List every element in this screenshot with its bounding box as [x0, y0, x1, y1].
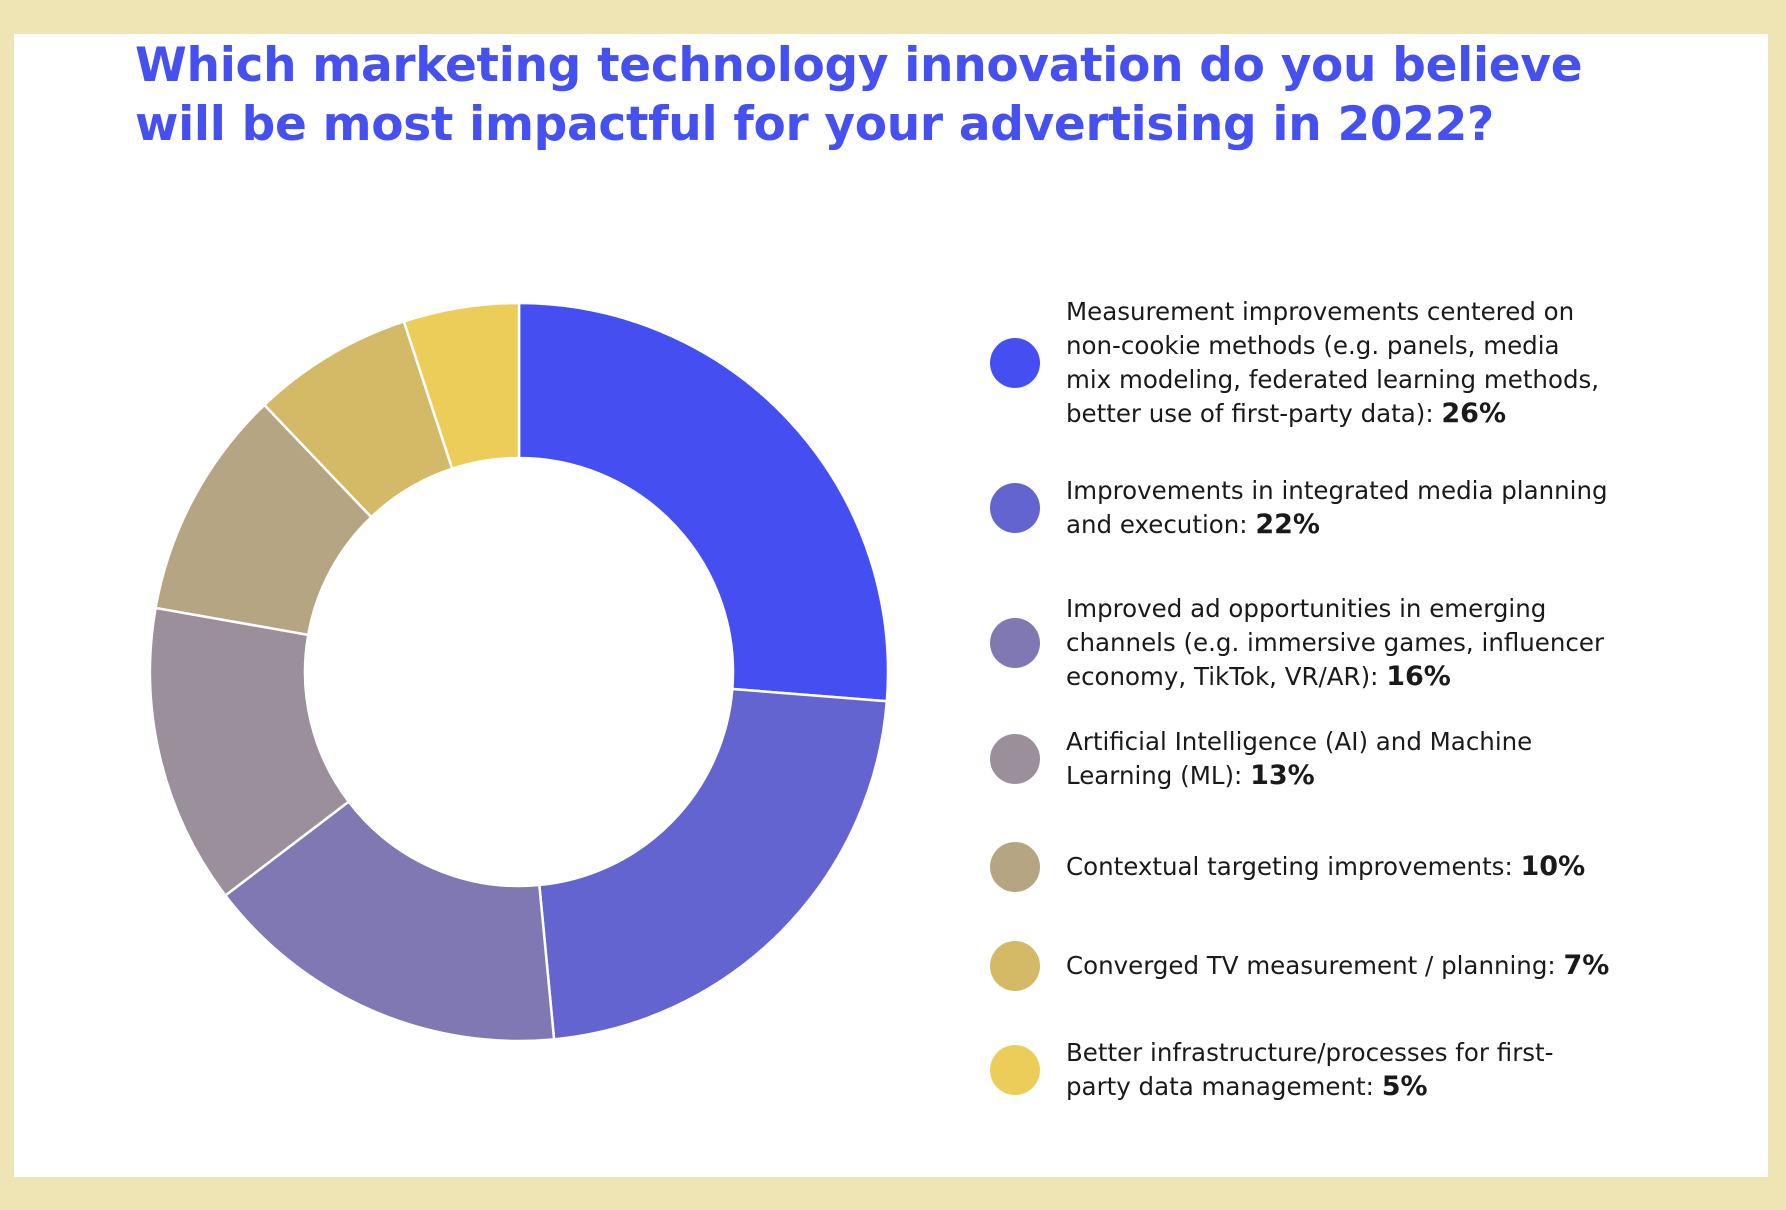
legend-label-line: Improvements in integrated media plannin…: [1066, 476, 1608, 505]
legend-label-line: and execution:: [1066, 510, 1248, 539]
legend-label: Better infrastructure/processes for firs…: [1066, 1036, 1666, 1104]
legend-label-line: party data management:: [1066, 1072, 1374, 1101]
legend-label-line: Improved ad opportunities in emerging: [1066, 594, 1547, 623]
legend-swatch: [990, 338, 1040, 388]
donut-slice-7: [402, 301, 521, 471]
legend-value: 16%: [1386, 661, 1451, 692]
legend-label-line: Artificial Intelligence (AI) and Machine: [1066, 727, 1533, 756]
legend-label: Improved ad opportunities in emerging cha…: [1066, 592, 1666, 694]
chart-title: Which marketing technology innovation do…: [135, 36, 1635, 154]
legend-value: 10%: [1520, 851, 1586, 882]
donut-slice-2: [537, 687, 889, 1041]
donut-slice-4: [148, 606, 351, 898]
legend-label-line: Learning (ML):: [1066, 761, 1243, 790]
legend-swatch: [990, 941, 1040, 991]
legend-value: 13%: [1250, 760, 1315, 791]
legend-label-line: Contextual targeting improvements:: [1066, 852, 1513, 881]
legend-label: Measurement improvements centered on non-…: [1066, 295, 1666, 431]
legend-label-line: better use of first-party data):: [1066, 399, 1434, 428]
legend-label: Artificial Intelligence (AI) and Machine…: [1066, 725, 1666, 793]
legend-label-line: channels (e.g. immersive games, influenc…: [1066, 628, 1605, 657]
legend-swatch: [990, 618, 1040, 668]
legend-value: 22%: [1255, 509, 1320, 540]
legend-swatch: [990, 1045, 1040, 1095]
legend-label: Improvements in integrated media plannin…: [1066, 474, 1666, 542]
legend-value: 26%: [1441, 398, 1507, 429]
legend-label-line: Better infrastructure/processes for firs…: [1066, 1038, 1554, 1067]
legend-swatch: [990, 842, 1040, 892]
legend-label-line: Measurement improvements centered on: [1066, 297, 1575, 326]
chart-title-line-1: Which marketing technology innovation do…: [135, 38, 1583, 93]
chart-title-line-2: will be most impactful for your advertis…: [135, 97, 1495, 152]
donut-slice-1: [517, 301, 890, 703]
legend-label-line: mix modeling, federated learning methods…: [1066, 365, 1600, 394]
legend-label-line: Converged TV measurement / planning:: [1066, 951, 1556, 980]
legend-label-line: non-cookie methods (e.g. panels, media: [1066, 331, 1560, 360]
donut-slice-3: [223, 799, 556, 1043]
legend-label-line: economy, TikTok, VR/AR):: [1066, 662, 1379, 691]
legend-label: Converged TV measurement / planning: 7%: [1066, 949, 1666, 983]
legend-swatch: [990, 734, 1040, 784]
legend-value: 7%: [1563, 950, 1610, 981]
legend-swatch: [990, 483, 1040, 533]
legend-label: Contextual targeting improvements: 10%: [1066, 850, 1666, 884]
legend-value: 5%: [1381, 1071, 1428, 1102]
